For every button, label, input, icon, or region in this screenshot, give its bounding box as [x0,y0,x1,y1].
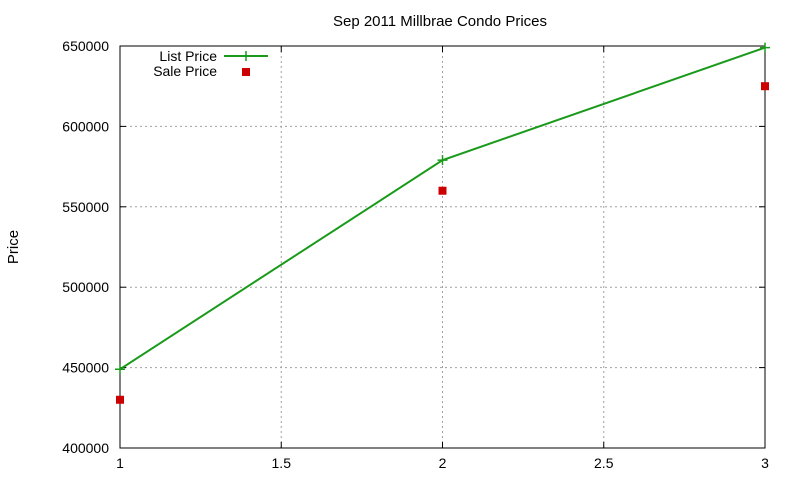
y-tick-label: 550000 [62,199,109,215]
chart-title: Sep 2011 Millbrae Condo Prices [333,13,547,30]
legend-label-list-price: List Price [159,48,217,64]
x-tick-label: 1.5 [272,455,292,471]
legend-marker-list-price [241,51,251,61]
grid-layer [120,46,765,448]
x-tick-label: 2 [439,455,447,471]
x-tick-label: 3 [761,455,769,471]
series-layer [115,42,770,404]
y-tick-label: 650000 [62,38,109,54]
data-point-list-price [437,155,448,166]
data-point-sale-price [761,82,769,91]
x-tick-label: 2.5 [594,455,614,471]
y-tick-label: 600000 [62,118,109,134]
y-axis-label: Price [5,230,22,264]
data-point-list-price [760,42,770,53]
data-point-list-price [115,364,125,375]
y-tick-label: 500000 [62,279,109,295]
tick-layer: 400000 450000 500000 550000 600000 650000 1 1.5… [62,38,769,471]
y-tick-label: 450000 [62,360,109,376]
legend: List Price Sale Price [153,48,268,79]
legend-label-sale-price: Sale Price [153,63,217,79]
series-line-list-price [119,46,766,371]
legend-marker-sale-price [242,68,250,76]
data-point-sale-price [116,395,124,404]
y-tick-label: 400000 [62,440,109,456]
x-tick-label: 1 [116,455,124,471]
data-point-sale-price [438,186,447,195]
